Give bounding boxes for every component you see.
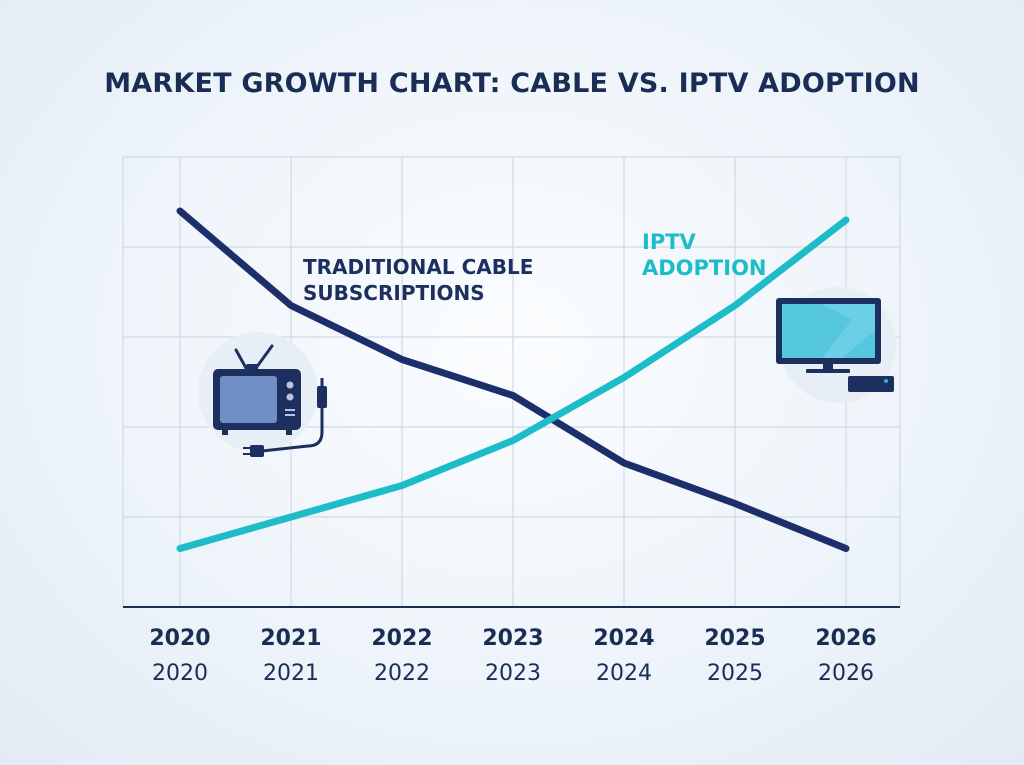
chart-title: MARKET GROWTH CHART: CABLE VS. IPTV ADOP… <box>104 68 920 99</box>
cable-series-label-line2: SUBSCRIPTIONS <box>303 281 485 305</box>
x-tick-label: 2020 <box>149 626 210 651</box>
x-tick-label-secondary: 2022 <box>374 661 430 686</box>
chart-series <box>176 207 850 552</box>
x-tick-label: 2025 <box>704 626 765 651</box>
x-tick-label-secondary: 2026 <box>818 661 874 686</box>
x-tick-label-secondary: 2021 <box>263 661 319 686</box>
retro-tv-with-cable-icon <box>198 332 327 457</box>
x-tick-label: 2024 <box>593 626 654 651</box>
cable-series-label-line1: TRADITIONAL CABLE <box>303 255 533 279</box>
x-tick-label: 2022 <box>371 626 432 651</box>
x-tick-label-secondary: 2020 <box>152 661 208 686</box>
x-tick-label-secondary: 2024 <box>596 661 652 686</box>
x-tick-label: 2023 <box>482 626 543 651</box>
x-tick-label: 2021 <box>260 626 321 651</box>
iptv-series-label-line1: IPTV <box>642 230 697 254</box>
x-tick-label-secondary: 2023 <box>485 661 541 686</box>
x-tick-label: 2026 <box>815 626 876 651</box>
x-axis-ticks: 2020 2020 2021 2021 2022 2022 2023 2023 2024 2024… <box>149 626 876 686</box>
iptv-series-line <box>176 216 850 552</box>
x-tick-label-secondary: 2025 <box>707 661 763 686</box>
cable-series-line <box>176 207 850 552</box>
iptv-series-label-line2: ADOPTION <box>642 256 767 280</box>
flat-screen-monitor-with-set-top-box-icon <box>776 287 896 403</box>
